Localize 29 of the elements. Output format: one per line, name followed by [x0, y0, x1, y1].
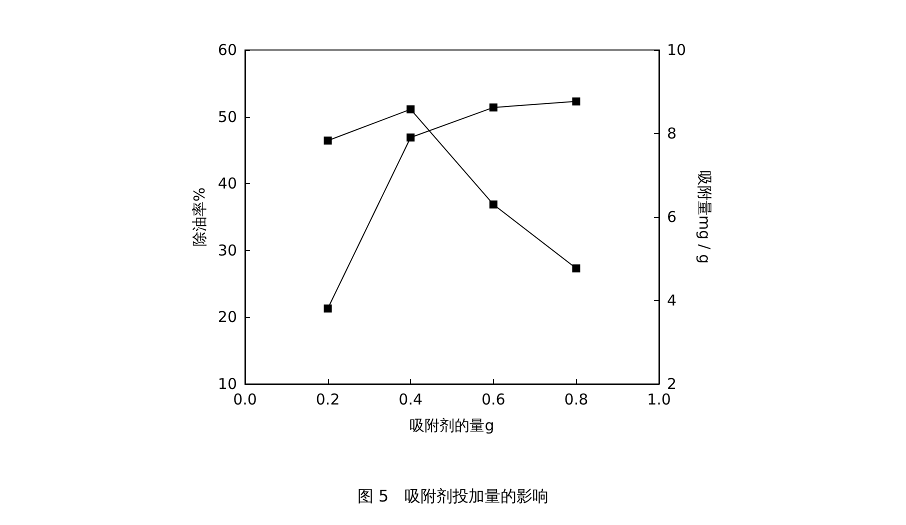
- point: [324, 304, 332, 313]
- x-tick-label: 0.8: [564, 390, 588, 408]
- y-tick-label: 60: [218, 41, 237, 59]
- y-tick-label: 30: [218, 241, 237, 260]
- point: [489, 103, 498, 112]
- point: [406, 105, 415, 114]
- text: 图 5 吸附剂投加量的影响: [357, 486, 549, 506]
- y-tick-label: 50: [218, 108, 237, 126]
- y2-tick-label: 8: [667, 124, 677, 142]
- y2-tick-label: 6: [667, 208, 677, 226]
- point: [406, 134, 415, 142]
- x-tick-label: 0.0: [233, 390, 257, 408]
- y-tick-label: 40: [218, 174, 237, 193]
- y2-tick-label: 10: [667, 41, 686, 59]
- point: [489, 200, 498, 208]
- y2-tick-label: 4: [667, 292, 677, 310]
- y-tick-label: 20: [218, 308, 237, 326]
- x-tick-label: 1.0: [647, 390, 671, 408]
- x-tick-label: 0.6: [481, 390, 506, 408]
- y-axis-title: 除油率%: [190, 187, 208, 247]
- y2-tick-label: 2: [667, 375, 677, 393]
- point: [324, 136, 332, 145]
- point: [572, 97, 580, 106]
- x-tick-label: 0.4: [398, 390, 423, 408]
- y-tick-label: 10: [218, 375, 237, 393]
- y2-axis-title: 吸附量mg / g: [696, 170, 714, 264]
- x-axis-title: 吸附剂的量g: [410, 416, 494, 434]
- point: [572, 264, 580, 272]
- x-tick-label: 0.2: [316, 390, 340, 408]
